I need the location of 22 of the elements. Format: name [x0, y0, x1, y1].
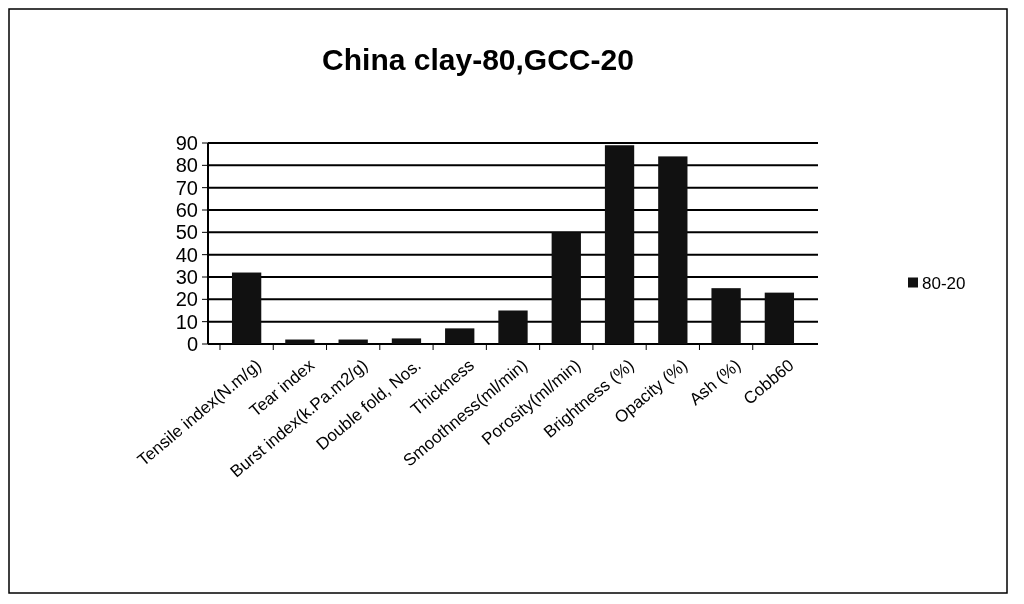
bar: [764, 292, 795, 344]
y-tick-label: 0: [186, 333, 198, 355]
bar: [551, 232, 581, 344]
chart-title: China clay-80,GCC-20: [322, 43, 634, 76]
bar: [658, 156, 688, 344]
bar: [285, 339, 315, 344]
y-tick-label: 80: [175, 154, 198, 177]
y-tick-label: 40: [175, 243, 198, 266]
bar: [231, 272, 262, 344]
y-tick-label: 60: [175, 199, 198, 221]
y-tick-label: 30: [175, 266, 198, 288]
legend-label: 80-20: [922, 274, 966, 294]
bar: [711, 288, 741, 344]
bar: [445, 328, 475, 344]
bar: [604, 145, 635, 344]
y-tick-label: 90: [175, 132, 198, 154]
bar: [391, 338, 422, 344]
bar: [498, 310, 528, 344]
y-tick-label: 50: [175, 221, 198, 244]
y-tick-label: 70: [175, 176, 198, 199]
y-tick-label: 20: [175, 288, 198, 311]
y-tick-label: 10: [175, 310, 198, 333]
